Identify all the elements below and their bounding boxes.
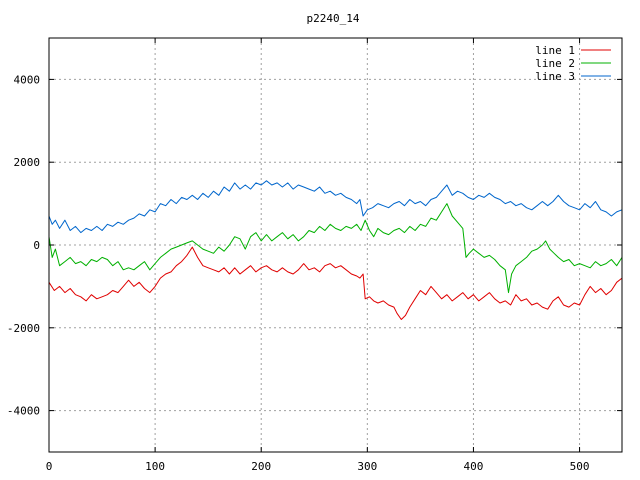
- y-tick-label: 2000: [14, 156, 41, 169]
- y-tick-label: 0: [33, 239, 40, 252]
- series-line-1: [48, 246, 623, 320]
- x-tick-label: 0: [46, 460, 53, 473]
- chart-title: p2240_14: [307, 12, 360, 25]
- legend-label: line 2: [535, 57, 575, 70]
- grid-layer: [49, 38, 622, 452]
- series-line-2: [48, 203, 623, 294]
- y-tick-label: 4000: [14, 73, 41, 86]
- x-tick-label: 300: [357, 460, 377, 473]
- series-layer: [48, 180, 623, 320]
- series-line-3: [48, 180, 623, 234]
- x-tick-label: 100: [145, 460, 165, 473]
- legend-label: line 1: [535, 44, 575, 57]
- axis-labels: 0 100 200 300 400 500 -4000 -2000 0 2000 4000: [7, 38, 622, 473]
- legend-label: line 3: [535, 70, 575, 83]
- x-tick-label: 400: [464, 460, 484, 473]
- y-tick-label: -4000: [7, 405, 40, 418]
- x-tick-label: 200: [251, 460, 271, 473]
- x-tick-label: 500: [570, 460, 590, 473]
- y-tick-label: -2000: [7, 322, 40, 335]
